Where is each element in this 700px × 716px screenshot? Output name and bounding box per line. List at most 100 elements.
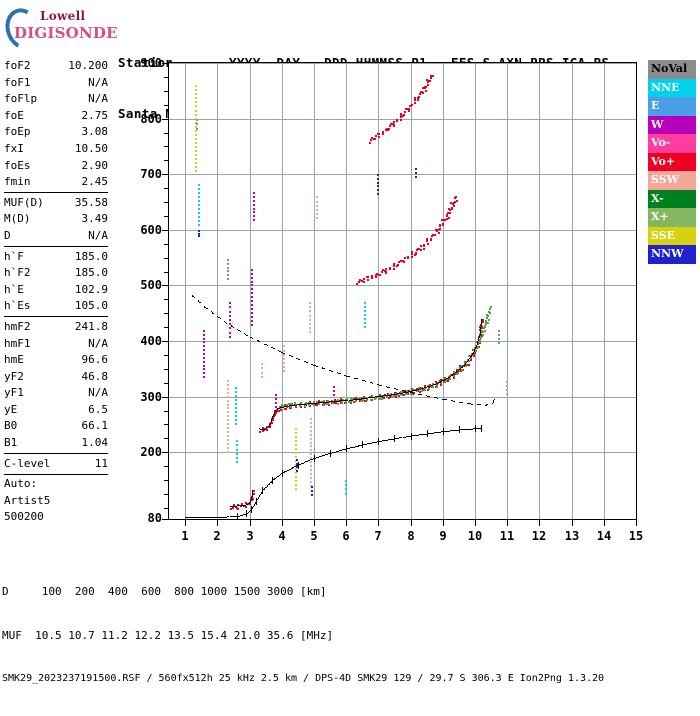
trace-muf-d-transmission-curve [199,302,201,304]
trace-true-height-profile-n-h [286,471,288,473]
trace-f-layer-autoscaled-outline [347,400,349,402]
trace-f-layer-autoscaled-outline [261,429,263,431]
trace-true-height-profile-n-h [442,431,444,433]
noise-echo-dot [227,380,229,382]
trace-true-height-profile-n-h [290,469,292,471]
trace-muf-d-transmission-curve [225,322,227,324]
ionogram-plot-area[interactable] [168,62,637,520]
legend-item-w[interactable]: W [648,115,696,134]
trace-true-height-profile-n-h [253,506,255,508]
trace-muf-d-transmission-curve [266,344,268,346]
trace-true-height-profile-n-h [302,463,304,465]
trace-true-height-profile-n-h [223,517,225,519]
legend-item-sse[interactable]: SSE [648,226,696,245]
trace-2f-second-order-echo [381,271,383,274]
legend-item-x[interactable]: X+ [648,208,696,227]
trace-muf-d-transmission-curve [494,399,496,401]
noise-echo-dot [235,399,237,401]
noise-echo-dot [251,284,253,286]
trace-true-height-profile-n-h [329,453,331,455]
profile-scale-tick [411,433,413,440]
trace-muf-d-transmission-curve [410,392,412,394]
noise-echo-dot [198,184,200,186]
noise-echo-dot [295,488,297,490]
trace-f-layer-extraordinary-trace-x [487,315,489,318]
trace-f-layer-autoscaled-outline [422,388,424,390]
trace-f-layer-autoscaled-outline [262,429,264,431]
trace-2f-second-order-echo [404,257,406,260]
trace-true-height-profile-n-h [430,433,432,435]
trace-true-height-profile-n-h [231,516,233,518]
noise-echo-dot [295,452,297,454]
trace-f-layer-autoscaled-outline [297,404,299,406]
trace-true-height-profile-n-h [293,467,295,469]
param-value: 3.49 [81,212,109,226]
param-row-hme: hmE 96.6 [2,352,110,369]
trace-e-layer-autoscaled-outline [238,505,240,507]
trace-f-layer-autoscaled-outline [401,393,403,395]
noise-echo-dot [506,385,508,387]
trace-true-height-profile-n-h [351,447,353,449]
x-axis-tick [378,520,379,526]
trace-f-layer-autoscaled-outline [413,390,415,392]
param-value: 10.50 [74,141,108,155]
x-axis-label: 9 [439,529,447,543]
trace-f-layer-autoscaled-outline [322,402,324,404]
trace-f-layer-autoscaled-outline [389,395,391,397]
noise-echo-dot [283,345,285,347]
trace-3f-third-order-echo [393,124,395,127]
trace-muf-d-transmission-curve [387,387,389,389]
trace-f-layer-extraordinary-trace-x [479,339,481,342]
y-axis-label: 800 [140,111,162,126]
param-row-yf2: yF2 46.8 [2,369,110,386]
trace-true-height-profile-n-h [434,432,436,434]
param-key: fmin [4,175,31,189]
trace-f-layer-autoscaled-outline [474,351,476,353]
trace-3f-third-order-echo [378,136,380,139]
trace-2f-second-order-echo [415,252,417,255]
trace-muf-d-transmission-curve [364,380,366,382]
trace-f-layer-autoscaled-outline [303,404,305,406]
legend-item-nnw[interactable]: NNW [648,245,696,264]
trace-f-layer-autoscaled-outline [411,391,413,393]
trace-muf-d-transmission-curve [311,364,313,366]
noise-echo-dot [310,457,312,459]
y-axis-tick [162,397,168,398]
trace-f-layer-autoscaled-outline [340,400,342,402]
trace-f-layer-ordinary-trace-vo [309,401,311,404]
trace-2f-second-order-echo [423,245,425,248]
legend-item-vo[interactable]: Vo- [648,134,696,153]
trace-f-layer-autoscaled-outline [317,403,319,405]
noise-echo-dot [198,235,200,237]
trace-muf-d-transmission-curve [205,307,207,309]
trace-muf-d-transmission-curve [224,321,226,323]
gridline-vertical [217,63,218,519]
legend-item-ssw[interactable]: SSW [648,171,696,190]
trace-f-layer-extraordinary-trace-x [325,403,327,406]
trace-f-layer-autoscaled-outline [367,398,369,400]
trace-true-height-profile-n-h [381,441,383,443]
trace-muf-d-transmission-curve [194,297,196,299]
legend-item-x[interactable]: X- [648,189,696,208]
trace-true-height-profile-n-h [230,516,232,518]
legend-item-e[interactable]: E [648,97,696,116]
trace-f-layer-autoscaled-outline [430,386,432,388]
noise-echo-dot [364,314,366,316]
trace-e-layer-autoscaled-outline [249,502,251,504]
trace-f-layer-autoscaled-outline [265,429,267,431]
trace-e-layer-autoscaled-outline [252,495,254,497]
trace-f-layer-autoscaled-outline [334,401,336,403]
trace-true-height-profile-n-h [193,517,195,519]
trace-f-layer-autoscaled-outline [480,331,482,333]
legend-item-nne[interactable]: NNE [648,78,696,97]
trace-f-layer-autoscaled-outline [477,342,479,344]
legend-item-vo[interactable]: Vo+ [648,152,696,171]
noise-echo-dot [203,330,205,332]
param-row-c-level: C-level 11 [2,456,110,473]
trace-f-layer-autoscaled-outline [478,340,480,342]
trace-f-layer-autoscaled-outline [429,386,431,388]
legend-item-noval[interactable]: NoVal [648,60,696,79]
trace-f-layer-extraordinary-trace-x [281,404,283,407]
trace-f-layer-autoscaled-outline [445,379,447,381]
trace-f-layer-autoscaled-outline [316,403,318,405]
